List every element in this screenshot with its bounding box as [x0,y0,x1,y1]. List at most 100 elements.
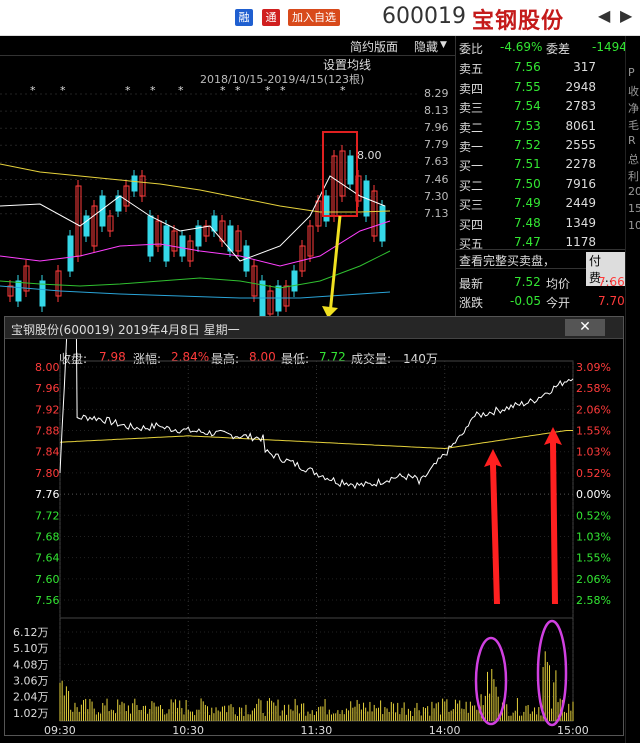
margin-trading-badge[interactable]: 融 [235,9,253,26]
pct-tick: 1.03% [576,446,611,459]
hide-button[interactable]: 隐藏 [414,40,439,54]
volume-tick: 3.06万 [13,675,49,688]
latest-value: 7.52 [514,275,541,289]
edge-label: P [628,66,635,79]
kline-y-tick: 7.46 [424,172,449,186]
order-level-label: 买三 [459,198,484,212]
pct-tick: 2.58% [576,594,611,607]
event-marker-icon[interactable]: * [30,84,36,97]
time-tick: 15:00 [557,724,589,735]
price-tick: 7.68 [35,530,60,543]
time-tick: 09:30 [44,724,76,735]
volume-tick: 1.02万 [13,707,49,720]
candle-body [187,240,194,262]
order-price: 7.50 [514,176,541,191]
simple-layout-button[interactable]: 简约版面 [350,40,399,54]
edge-label: 净 [628,102,639,115]
candle-body [339,150,346,197]
edge-label: 利 [628,170,639,183]
candle-body [227,225,234,252]
price-tick: 7.56 [35,594,60,607]
dropdown-icon[interactable]: ▼ [440,40,447,50]
order-price: 7.54 [514,99,541,113]
order-volume: 1349 [565,215,596,230]
event-marker-icon[interactable]: * [220,84,226,97]
price-line [59,339,574,490]
intraday-chart[interactable]: 8.00 3.09% 7.96 2.58% 7.92 2.06% 7.88 1.55% 7.84… [5,339,623,735]
candle-body [267,290,274,315]
event-marker-icon[interactable]: * [60,84,66,97]
order-level-label: 卖四 [459,81,484,96]
candle-body [23,265,30,292]
popup-titlebar[interactable]: 宝钢股份(600019) 2019年4月8日 星期一 ✕ [5,317,623,339]
order-volume: 7916 [565,176,596,191]
candle-body [7,285,14,297]
event-marker-icon[interactable]: * [150,84,156,97]
high-label: 最高: [211,352,240,366]
connect-badge[interactable]: 通 [262,9,280,26]
order-level-label: 买二 [459,178,484,193]
order-volume: 2783 [565,99,596,113]
pct-tick: 2.06% [576,403,611,416]
edge-label: 总 [628,153,639,166]
edge-label: 20 [628,185,640,198]
candle-body [115,195,122,212]
committee-diff-value: -1494 [592,40,627,54]
candle-body [315,200,322,227]
time-tick: 14:00 [429,724,461,735]
set-ma-button[interactable]: 设置均线 [323,58,372,72]
low-label: 最低: [281,352,310,366]
order-price: 7.47 [514,235,541,249]
candle-body [107,215,114,232]
order-level-label: 买四 [459,217,484,232]
order-level-label: 买一 [459,159,484,173]
add-watchlist-button[interactable]: 加入自选 [288,9,340,26]
event-marker-icon[interactable]: * [235,84,241,97]
kline-chart[interactable] [0,56,455,316]
prev-stock-icon[interactable]: ◀ [598,6,611,25]
candle-body [163,225,170,262]
stock-name: 宝钢股份 [472,9,565,34]
price-tick: 7.64 [35,552,60,565]
event-marker-icon[interactable]: * [280,84,286,97]
order-level-label: 买五 [459,237,484,251]
edge-label: 收 [628,85,639,98]
candle-body [203,225,210,237]
order-volume: 317 [573,60,596,74]
close-button[interactable]: ✕ [565,319,605,336]
order-row: 卖二 7.53 8061 [456,117,626,137]
event-marker-icon[interactable]: * [178,84,184,97]
intraday-popup: 宝钢股份(600019) 2019年4月8日 星期一 ✕ 收盘: 7.98 涨幅… [4,316,624,736]
order-level-label: 卖五 [459,62,484,76]
next-stock-icon[interactable]: ▶ [620,6,633,25]
candle-body [171,230,178,252]
candle-body [347,155,354,185]
kline-y-tick: 7.30 [424,189,449,203]
view-full-book-link[interactable]: 查看完整买卖盘， [459,254,556,268]
order-price: 7.52 [514,138,541,152]
order-price: 7.48 [514,215,541,230]
order-price: 7.55 [514,79,541,94]
order-row: 买四 7.48 1349 [456,214,626,234]
event-marker-icon[interactable]: * [125,84,131,97]
candle-body [123,185,130,207]
paid-button[interactable]: 付费... [586,252,626,286]
price-tick: 7.60 [35,573,60,586]
event-marker-icon[interactable]: * [265,84,271,97]
pct-tick: 0.52% [576,467,611,480]
edge-label: 毛 [628,119,639,132]
event-marker-icon[interactable]: * [340,84,346,97]
average-price-line [59,430,573,450]
committee-ratio-value: -4.69% [500,40,543,54]
volume-tick: 4.08万 [13,658,49,671]
open-value: 7.70 [598,294,625,308]
volume-tick: 6.12万 [13,626,49,639]
order-row: 卖四 7.55 2948 [456,78,626,98]
committee-diff-label: 委差 [546,42,571,56]
candle-body [91,205,98,247]
order-volume: 2948 [565,79,596,94]
candle-body [155,220,162,247]
pct-tick: 1.55% [576,425,611,438]
order-row: 卖三 7.54 2783 [456,97,626,117]
high-price-label: 8.00 [357,149,382,162]
